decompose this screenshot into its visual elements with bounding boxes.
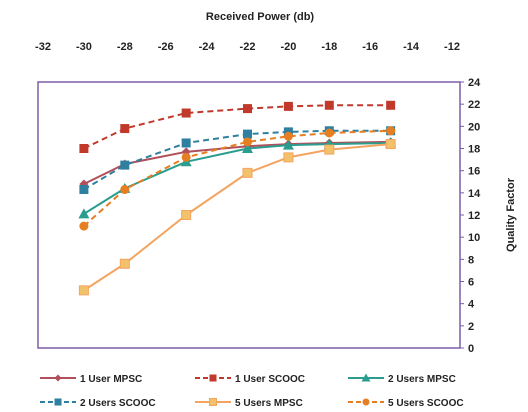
data-point [283,131,293,141]
x-axis-title: Received Power (db) [206,11,315,23]
data-point [181,138,191,148]
y-axis-title: Quality Factor [505,177,517,252]
data-point [79,185,89,195]
x-tick-labels: -32 -30 -28 -26 -24 -22 -20 -18 -16 -14 -12 [35,41,460,53]
data-point [120,124,130,134]
legend-label: 5 Users SCOOC [388,398,464,409]
data-point [119,258,130,269]
x-tick-label: -32 [35,41,51,53]
legend-swatch-marker [361,373,371,382]
x-tick-label: -16 [362,41,378,53]
y-tick-label: 4 [468,299,475,311]
y-tick-label: 6 [468,277,474,289]
plot-area [37,81,461,349]
y-tick-label: 14 [468,188,481,200]
legend-label: 5 Users MPSC [235,398,303,409]
data-point [324,144,335,155]
legend: 1 User MPSC 1 User SCOOC 2 Users MPSC 2 Use… [40,373,464,409]
data-point [282,139,294,150]
data-point [324,128,334,138]
series-5 [79,126,396,231]
legend-swatch-marker [54,374,62,382]
y-tick-label: 18 [468,144,480,156]
data-point [79,221,89,231]
legend-label: 1 User MPSC [80,374,142,385]
x-tick-label: -30 [76,41,92,53]
data-point [78,208,90,219]
data-point [386,126,396,136]
legend-swatch-marker [54,398,62,406]
x-tick-label: -12 [444,41,460,53]
data-point [243,104,252,114]
y-tick-label: 0 [468,343,474,355]
data-point [283,152,294,163]
data-point [242,167,253,178]
y-tick-label: 24 [468,77,481,89]
legend-item: 2 Users SCOOC [40,398,156,409]
legend-label: 2 Users MPSC [388,374,456,385]
data-point [242,143,253,153]
x-tick-label: -24 [199,41,216,53]
data-point [181,210,192,220]
data-point [283,101,293,111]
data-point [243,129,252,139]
data-point [243,137,252,147]
legend-item: 1 User SCOOC [195,374,305,385]
data-point [385,139,396,150]
x-tick-label: -18 [321,41,337,53]
data-point [181,152,191,162]
x-tick-label: -14 [403,41,420,53]
y-tick-label: 20 [468,121,480,133]
legend-swatch-marker [362,398,370,406]
legend-item: 5 Users SCOOC [348,398,464,409]
legend-swatch-marker [209,398,217,406]
data-point [324,100,334,110]
y-tick-label: 2 [468,321,474,333]
legend-item: 1 User MPSC [40,374,142,385]
legend-item: 2 Users MPSC [348,373,456,385]
x-tick-label: -20 [280,41,296,53]
data-point [78,285,89,296]
x-tick-label: -26 [158,41,174,53]
y-tick-label: 22 [468,99,480,111]
series-4 [78,139,396,296]
y-tick-label: 8 [468,254,474,266]
data-point [181,108,191,118]
data-point [120,160,130,170]
legend-label: 1 User SCOOC [235,374,305,385]
data-point [120,185,130,195]
y-tick-label: 12 [468,210,480,222]
y-tick-label: 10 [468,232,480,244]
y-tick-label: 16 [468,166,480,178]
data-point [79,144,89,153]
series-layer [78,100,397,296]
legend-label: 2 Users SCOOC [80,398,156,409]
x-tick-label: -28 [117,41,133,53]
legend-swatch-marker [209,374,217,382]
legend-item: 5 Users MPSC [195,398,303,409]
data-point [386,100,396,110]
x-tick-label: -22 [240,41,256,53]
series-1 [79,100,396,153]
